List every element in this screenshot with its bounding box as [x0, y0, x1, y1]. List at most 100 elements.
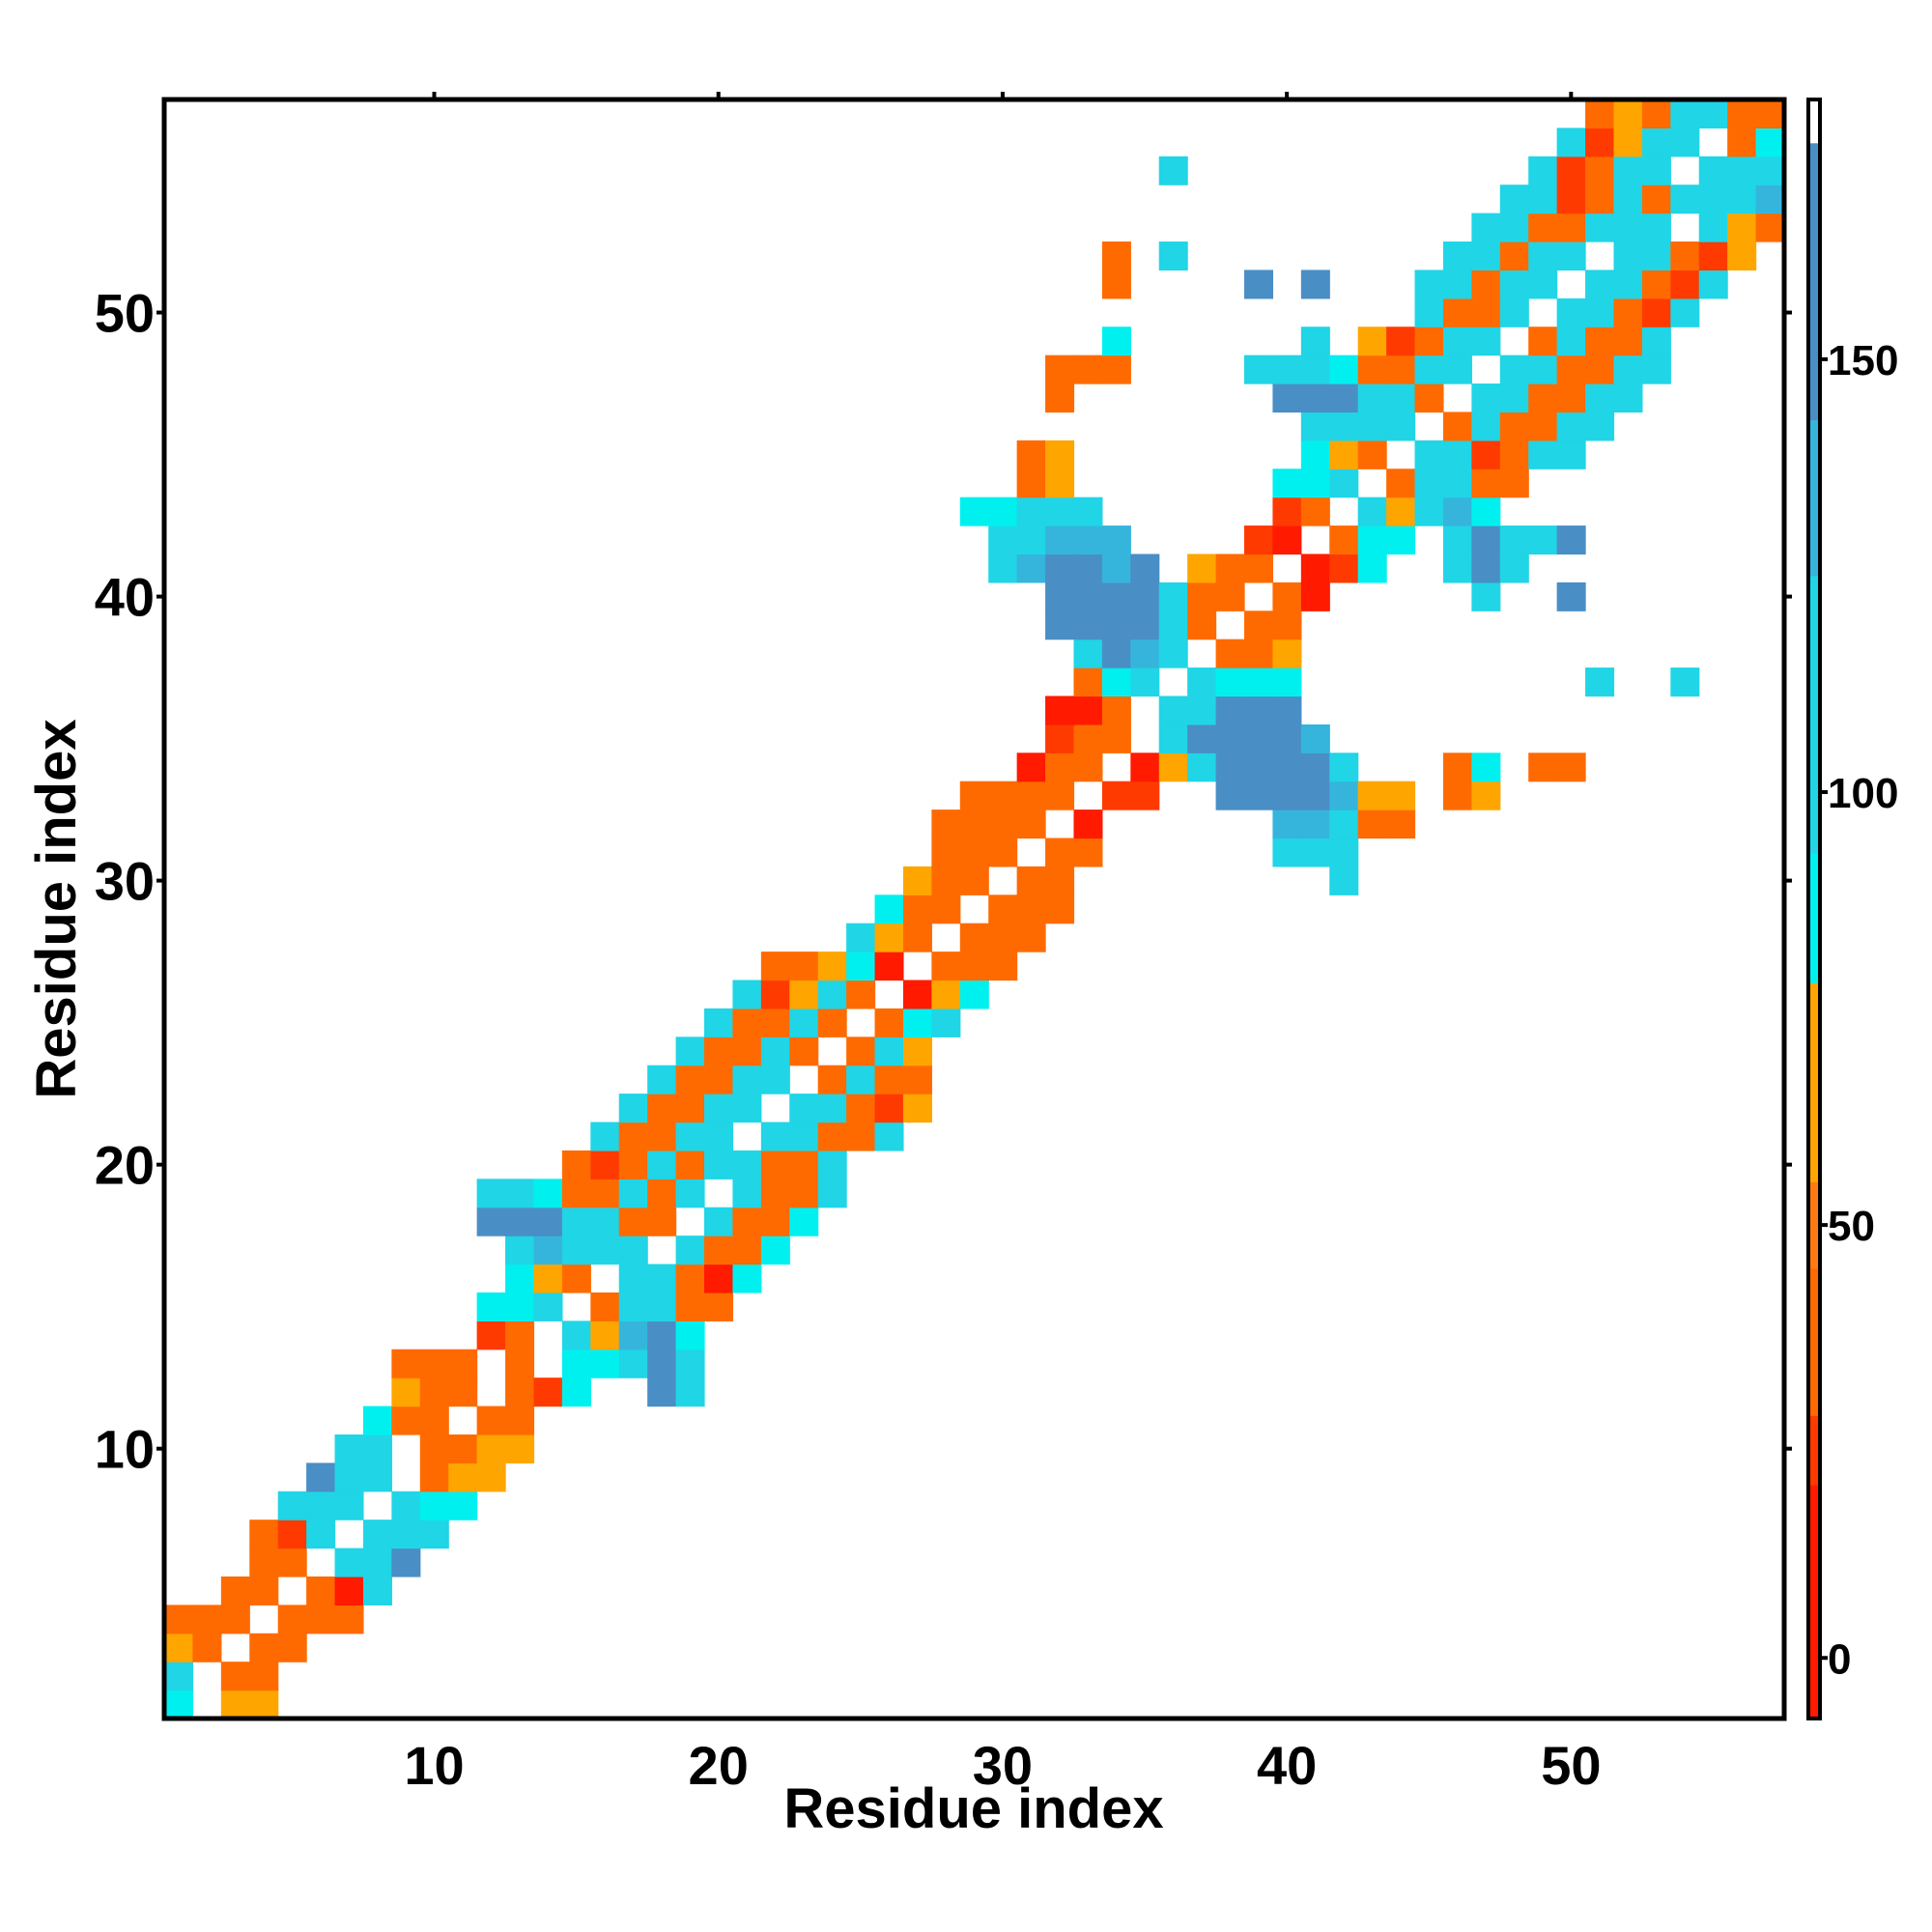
heatmap-cell	[1499, 185, 1529, 214]
heatmap-cell	[1244, 668, 1274, 697]
x-tick-label: 50	[1541, 1735, 1601, 1796]
heatmap-cell	[1414, 469, 1444, 498]
heatmap-cell	[1101, 355, 1131, 384]
heatmap-cell	[704, 1264, 734, 1293]
heatmap-cell	[1471, 469, 1501, 498]
heatmap-cell	[1585, 156, 1615, 185]
heatmap-cell	[1641, 298, 1671, 327]
heatmap-cell	[1585, 185, 1615, 214]
heatmap-cell	[1300, 781, 1330, 810]
heatmap-cell	[1528, 440, 1558, 469]
heatmap-cell	[1130, 781, 1160, 810]
heatmap-cell	[1357, 781, 1387, 810]
heatmap-cell	[1329, 866, 1359, 895]
heatmap-cell	[1386, 497, 1416, 526]
heatmap-cell	[1215, 582, 1245, 611]
heatmap-cell	[1101, 242, 1131, 271]
heatmap-cell	[1329, 838, 1359, 867]
heatmap-cell	[1272, 526, 1302, 555]
heatmap-cell	[220, 1576, 250, 1605]
heatmap-cell	[1528, 270, 1558, 299]
heatmap-cell	[902, 866, 932, 895]
heatmap-cell	[647, 1179, 677, 1208]
heatmap-cell	[1329, 384, 1359, 413]
colorbar-tick-label: 150	[1828, 337, 1898, 384]
heatmap-cell	[1244, 355, 1274, 384]
heatmap-cell	[618, 1236, 648, 1265]
heatmap-cell	[732, 1179, 762, 1208]
heatmap-cell	[1556, 582, 1586, 611]
heatmap-cell	[1045, 781, 1075, 810]
heatmap-cell	[1101, 781, 1131, 810]
heatmap-cell	[1073, 497, 1103, 526]
heatmap-cell	[1329, 412, 1359, 441]
heatmap-cell	[590, 1179, 620, 1208]
heatmap-cell	[902, 980, 932, 1009]
heatmap-cell	[1386, 412, 1416, 441]
heatmap-cell	[1357, 327, 1387, 356]
heatmap-cell	[505, 1179, 535, 1208]
heatmap-cell	[1670, 185, 1700, 214]
heatmap-cell	[1158, 156, 1188, 185]
heatmap-cell	[1101, 639, 1131, 668]
heatmap-cell	[704, 1207, 734, 1236]
heatmap-cell	[1727, 99, 1757, 129]
y-axis: 10 20 30 40 50	[95, 283, 1792, 1480]
heatmap-cell	[1528, 753, 1558, 782]
heatmap-cell	[1556, 412, 1586, 441]
heatmap-cell	[1556, 526, 1586, 555]
heatmap-cell	[1499, 384, 1529, 413]
heatmap-cell	[1499, 355, 1529, 384]
heatmap-cell	[959, 866, 989, 895]
heatmap-cell	[874, 1065, 904, 1094]
heatmap-cell	[220, 1690, 250, 1719]
heatmap-cell	[1300, 554, 1330, 583]
heatmap-cell	[1357, 355, 1387, 384]
heatmap-cell	[1698, 185, 1728, 214]
heatmap-cell	[1300, 355, 1330, 384]
heatmap-cell	[618, 1349, 648, 1378]
heatmap-cell	[1272, 355, 1302, 384]
heatmap-cell	[1215, 554, 1245, 583]
heatmap-cell	[1386, 781, 1416, 810]
heatmap-cell	[1386, 384, 1416, 413]
heatmap-cell	[1130, 611, 1160, 640]
heatmap-cell	[1528, 213, 1558, 242]
heatmap-cell	[959, 980, 989, 1009]
heatmap-cell	[1641, 242, 1671, 271]
heatmap-cell	[1556, 185, 1586, 214]
heatmap-cell	[419, 1378, 449, 1407]
heatmap-cell	[931, 810, 961, 839]
heatmap-cell	[1613, 128, 1643, 157]
heatmap-cell	[704, 1065, 734, 1094]
y-tick-label: 20	[95, 1135, 155, 1196]
heatmap-cell	[249, 1520, 279, 1549]
heatmap-cell	[164, 1605, 194, 1634]
heatmap-cell	[1613, 384, 1643, 413]
heatmap-cell	[419, 1520, 449, 1549]
heatmap-cell	[988, 554, 1018, 583]
heatmap-cell	[647, 1321, 677, 1350]
heatmap-cell	[789, 1094, 819, 1123]
heatmap-cell	[988, 838, 1018, 867]
heatmap-cell	[1585, 327, 1615, 356]
heatmap-cell	[1329, 469, 1359, 498]
heatmap-cell	[1073, 724, 1103, 753]
heatmap-cell	[1272, 781, 1302, 810]
heatmap-cell	[1329, 781, 1359, 810]
heatmap-cell	[1556, 327, 1586, 356]
heatmap-cell	[505, 1349, 535, 1378]
y-tick-label: 40	[95, 567, 155, 628]
heatmap-cell	[1585, 298, 1615, 327]
heatmap-cell	[1045, 554, 1075, 583]
heatmap-cell	[732, 1065, 762, 1094]
heatmap-cell	[561, 1349, 591, 1378]
heatmap-cell	[1442, 242, 1472, 271]
heatmap-cell	[647, 1207, 677, 1236]
heatmap-cell	[249, 1662, 279, 1691]
heatmap-cell	[1386, 355, 1416, 384]
heatmap-cell	[1300, 838, 1330, 867]
heatmap-cell	[760, 952, 790, 981]
heatmap-cell	[1244, 270, 1274, 299]
heatmap-cell	[1016, 810, 1046, 839]
